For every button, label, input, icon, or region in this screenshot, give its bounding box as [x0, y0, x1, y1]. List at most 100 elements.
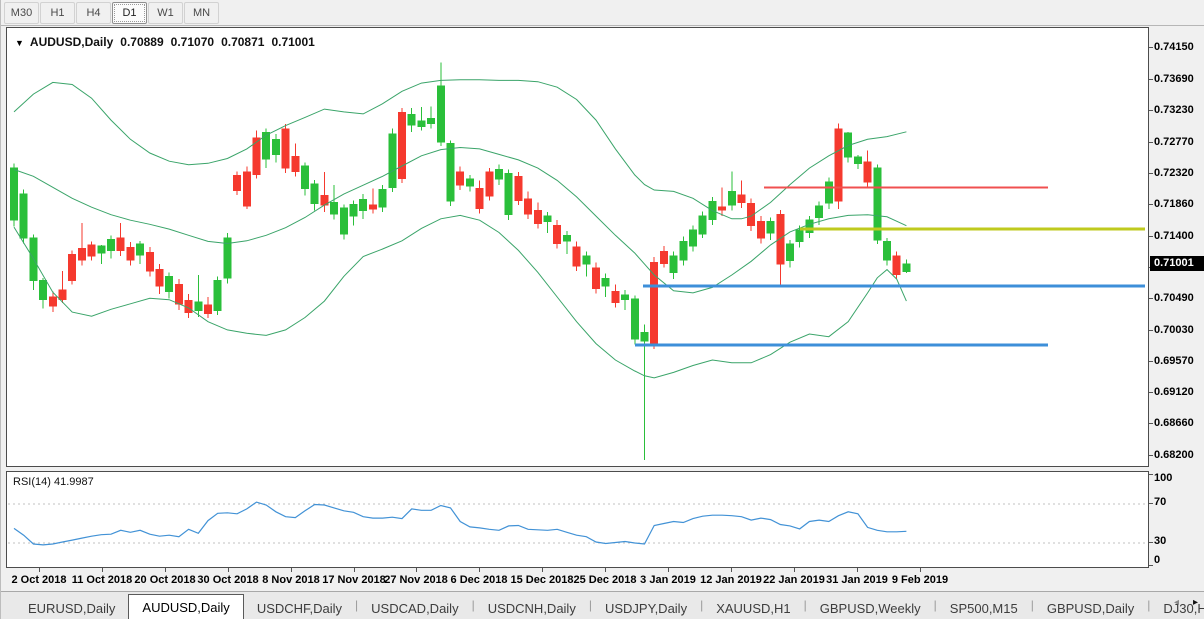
tabs-scroll-left-icon[interactable]: ◂ — [1173, 597, 1179, 608]
ohlc-low: 0.70871 — [221, 35, 265, 49]
rsi-indicator-label: RSI(14) 41.9987 — [13, 476, 94, 488]
tab-separator: | — [1030, 597, 1034, 612]
rsi-tick-mark — [1149, 542, 1153, 543]
rsi-axis-label: 70 — [1154, 496, 1167, 508]
timeframe-button-h1[interactable]: H1 — [40, 1, 75, 24]
date-tick-mark — [668, 568, 669, 572]
price-chart-canvas[interactable] — [7, 28, 1148, 466]
tab-scroll-arrows: ◂ ▸ — [1174, 597, 1198, 608]
date-tick-mark — [794, 568, 795, 572]
date-axis-label: 31 Jan 2019 — [826, 574, 888, 586]
chart-tab-gbpusd-weekly[interactable]: GBPUSD,Weekly — [819, 600, 921, 616]
price-tick-mark — [1149, 141, 1153, 143]
date-tick-mark — [479, 568, 480, 572]
price-tick-mark — [1149, 47, 1153, 49]
price-axis-label: 0.73230 — [1154, 104, 1194, 117]
price-tick-mark — [1149, 110, 1153, 112]
date-tick-mark — [291, 568, 292, 572]
date-tick-mark — [857, 568, 858, 572]
chart-symbol: AUDUSD,Daily — [29, 35, 114, 49]
date-axis-label: 15 Dec 2018 — [510, 574, 574, 586]
ohlc-high: 0.71070 — [170, 35, 215, 49]
price-tick-mark — [1149, 329, 1153, 331]
tab-separator: | — [471, 597, 475, 612]
date-tick-mark — [416, 568, 417, 572]
chart-tab-dj30-h4[interactable]: DJ30,H4 — [1163, 600, 1204, 616]
price-axis-label: 0.72770 — [1154, 135, 1194, 148]
date-tick-mark — [165, 568, 166, 572]
price-tick-mark — [1149, 423, 1153, 425]
bollinger-lower-band-line — [13, 214, 907, 379]
chart-tab-xauusd-h1[interactable]: XAUUSD,H1 — [716, 600, 791, 616]
price-axis-label: 0.74150 — [1154, 41, 1194, 54]
date-axis-label: 12 Jan 2019 — [700, 574, 762, 586]
price-tick-mark — [1149, 455, 1153, 456]
chart-tab-bar: EURUSD,Daily AUDUSD,Daily USDCHF,Daily | USD… — [1, 591, 1204, 619]
main-chart-pane[interactable]: ▼ AUDUSD,Daily 0.70889 0.71070 0.70871 0.7100… — [6, 27, 1149, 467]
date-tick-mark — [102, 568, 103, 572]
rsi-axis-label: 30 — [1154, 535, 1167, 547]
tabs-scroll-right-icon[interactable]: ▸ — [1192, 597, 1198, 608]
price-axis-label: 0.73690 — [1154, 72, 1194, 85]
price-axis-label: 0.68660 — [1154, 417, 1194, 430]
tab-separator: | — [1147, 597, 1151, 612]
timeframe-toolbar: M30 H1 H4 D1 W1 MN — [1, 0, 1204, 26]
current-price-box: 0.71001 — [1150, 256, 1204, 271]
price-axis-label: 0.69570 — [1154, 355, 1194, 368]
date-tick-mark — [228, 568, 229, 572]
tab-separator: | — [933, 597, 937, 612]
date-axis-label: 9 Feb 2019 — [891, 574, 949, 586]
date-axis-label: 27 Nov 2018 — [384, 574, 448, 586]
chart-tab-usdcnh-daily[interactable]: USDCNH,Daily — [487, 600, 576, 616]
rsi-axis-label: 0 — [1154, 554, 1161, 566]
price-tick-mark — [1149, 298, 1153, 300]
date-axis-label: 17 Nov 2018 — [322, 574, 386, 586]
timeframe-button-m30[interactable]: M30 — [4, 1, 39, 24]
ohlc-open: 0.70889 — [120, 35, 164, 49]
tab-separator: | — [700, 597, 704, 612]
price-axis-label: 0.70490 — [1154, 292, 1194, 305]
date-tick-mark — [731, 568, 732, 572]
timeframe-button-d1[interactable]: D1 — [112, 1, 147, 24]
tab-separator: | — [803, 597, 807, 612]
date-axis-label: 30 Oct 2018 — [197, 574, 259, 586]
tab-separator: | — [355, 597, 359, 612]
date-tick-mark — [39, 568, 40, 572]
chart-menu-arrow-icon[interactable]: ▼ — [15, 38, 24, 48]
chart-tab-gbpusd-daily[interactable]: GBPUSD,Daily — [1046, 600, 1135, 616]
timeframe-button-w1[interactable]: W1 — [148, 1, 183, 24]
bollinger-upper-band-line — [13, 79, 907, 220]
chart-tab-usdcad-daily[interactable]: USDCAD,Daily — [371, 600, 459, 616]
price-axis-label: 0.69120 — [1154, 385, 1194, 398]
date-axis-label: 8 Nov 2018 — [262, 574, 320, 586]
chart-tab-sp500-m15[interactable]: SP500,M15 — [949, 600, 1018, 616]
timeframe-button-h4[interactable]: H4 — [76, 1, 111, 24]
rsi-tick-mark — [1149, 503, 1153, 504]
rsi-tick-mark — [1149, 473, 1153, 475]
date-axis-label: 22 Jan 2019 — [763, 574, 825, 586]
date-axis-label: 3 Jan 2019 — [640, 574, 696, 586]
price-tick-mark — [1149, 235, 1153, 237]
chart-tab-audusd-daily[interactable]: AUDUSD,Daily — [128, 594, 244, 619]
chart-tab-usdjpy-daily[interactable]: USDJPY,Daily — [604, 600, 688, 616]
rsi-chart-canvas[interactable] — [7, 472, 1148, 567]
price-axis-label: 0.71400 — [1154, 229, 1194, 242]
date-tick-mark — [354, 568, 355, 572]
price-axis-label: 0.72320 — [1154, 166, 1194, 179]
timeframe-button-mn[interactable]: MN — [184, 1, 219, 24]
date-axis-label: 6 Dec 2018 — [450, 574, 508, 586]
chart-title: ▼ AUDUSD,Daily 0.70889 0.71070 0.70871 0.7100… — [15, 35, 315, 49]
price-tick-mark — [1149, 391, 1153, 393]
price-axis-label: 0.71860 — [1154, 198, 1194, 211]
date-axis[interactable]: 2 Oct 2018 11 Oct 2018 20 Oct 2018 30 Oct 2… — [1, 568, 1204, 591]
rsi-indicator-pane[interactable]: RSI(14) 41.9987 — [6, 471, 1149, 568]
price-tick-mark — [1149, 204, 1153, 206]
rsi-tick-mark — [1149, 565, 1153, 566]
date-tick-mark — [605, 568, 606, 572]
price-tick-mark — [1149, 78, 1153, 80]
price-tick-mark — [1149, 361, 1153, 363]
price-axis-label: 0.70030 — [1154, 323, 1194, 336]
chart-tab-eurusd-daily[interactable]: EURUSD,Daily — [28, 600, 116, 616]
chart-tab-usdchf-daily[interactable]: USDCHF,Daily — [256, 600, 343, 616]
